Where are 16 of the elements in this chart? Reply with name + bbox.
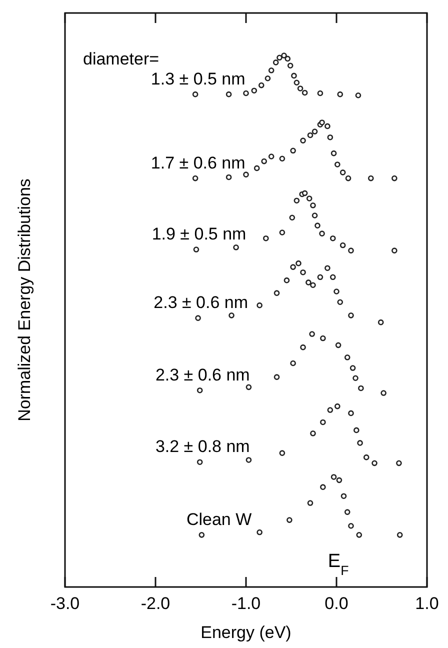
series-label: 2.3 ± 0.6 nm: [154, 293, 248, 312]
series-label: 1.7 ± 0.6 nm: [150, 153, 246, 172]
x-tick-label: -1.0: [231, 594, 261, 613]
series-label: 1.3 ± 0.5 nm: [150, 69, 246, 88]
x-axis-title: Energy (eV): [200, 623, 292, 642]
x-tick-label: -2.0: [140, 594, 170, 613]
series-label: 1.9 ± 0.5 nm: [152, 224, 246, 244]
legend-title: diameter=: [83, 49, 160, 68]
series-label: 3.2 ± 0.8 nm: [155, 437, 250, 456]
annotation: E$_{F}$: [328, 551, 349, 578]
series-label: 2.3 ± 0.6 nm: [155, 365, 250, 384]
x-tick-label: 1.0: [415, 594, 439, 613]
series-label: Clean W: [186, 510, 252, 529]
x-tick-label: -3.0: [50, 594, 80, 613]
x-tick-label: 0.0: [324, 594, 348, 613]
y-axis-title: Normalized Energy Distributions: [15, 178, 34, 422]
